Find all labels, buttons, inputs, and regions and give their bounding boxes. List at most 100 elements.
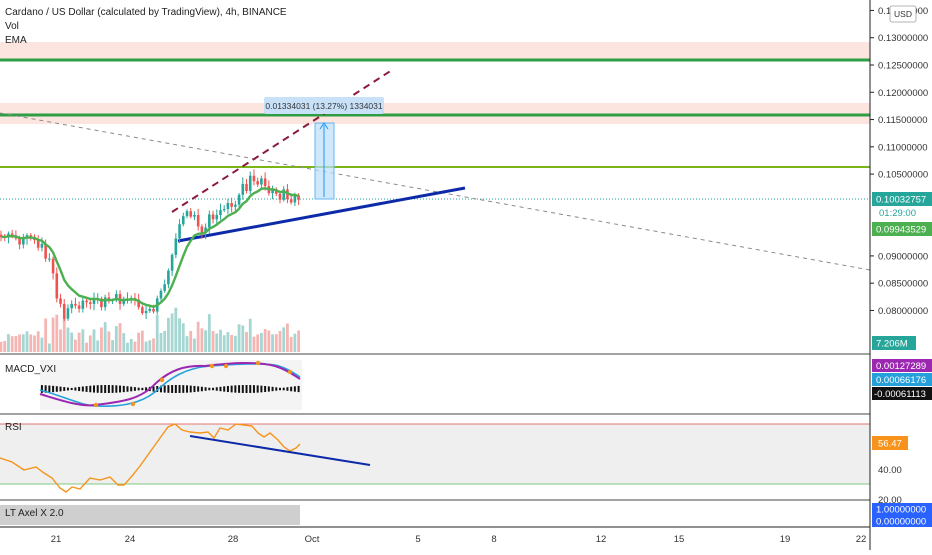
candle-body[interactable] [189, 211, 193, 217]
candle-body[interactable] [22, 238, 25, 245]
candle-body[interactable] [85, 300, 88, 303]
candle-body[interactable] [29, 235, 33, 237]
candle-body[interactable] [237, 194, 241, 205]
candle-body[interactable] [62, 303, 66, 319]
currency-badge[interactable] [889, 5, 917, 23]
macd-hist-bar [66, 387, 69, 391]
support-trendline[interactable] [177, 186, 466, 243]
candle-body[interactable] [81, 300, 85, 309]
indicator-ema-label[interactable]: EMA [5, 35, 27, 46]
candle-body[interactable] [260, 178, 263, 185]
candle-body[interactable] [274, 189, 278, 194]
volume-bar [215, 333, 219, 352]
volume-bar [14, 336, 18, 352]
volume-bar [36, 331, 40, 352]
candle-body[interactable] [92, 299, 96, 304]
price-pane[interactable]: 0.01334031 (13.27%) 1334031 [0, 42, 871, 352]
candle-body[interactable] [248, 175, 252, 191]
candle-body[interactable] [178, 224, 181, 239]
axel-pane[interactable]: LT Axel X 2.0 [0, 505, 300, 525]
candle-body[interactable] [271, 189, 274, 194]
macd-hist-bar [96, 385, 99, 393]
rsi-line[interactable] [0, 423, 301, 493]
time-axis[interactable]: 21 24 28 Oct 5 8 12 15 19 22 [51, 534, 867, 545]
candle-body[interactable] [204, 227, 207, 233]
candle-body[interactable] [163, 284, 166, 291]
candle-body[interactable] [208, 214, 211, 228]
macd-hist-bar [238, 385, 241, 393]
candle-body[interactable] [185, 211, 189, 217]
candle-body[interactable] [100, 298, 103, 308]
candle-body[interactable] [44, 243, 47, 259]
candle-body[interactable] [193, 215, 196, 217]
descending-trendline[interactable] [0, 112, 871, 271]
ascending-channel-line[interactable] [171, 69, 393, 213]
candle-body[interactable] [245, 183, 248, 191]
candle-body[interactable] [226, 203, 230, 209]
macd-cross-dot [159, 377, 165, 383]
candle-body[interactable] [122, 300, 126, 304]
candle-body[interactable] [152, 308, 155, 312]
candle-body[interactable] [55, 273, 59, 299]
candle-body[interactable] [200, 226, 204, 233]
volume-bars [0, 307, 300, 352]
candle-body[interactable] [137, 299, 140, 308]
candle-body[interactable] [103, 297, 107, 308]
macd-hist-bar [141, 387, 144, 391]
rsi-divergence-line[interactable] [189, 435, 371, 466]
candle-body[interactable] [219, 210, 222, 215]
candle-body[interactable] [66, 308, 70, 319]
macd-hist-bar [267, 386, 270, 392]
macd-tag-2 [872, 373, 932, 386]
ema-line[interactable] [0, 187, 299, 309]
rsi-pane[interactable]: RSI [0, 422, 870, 493]
macd-hist-bar [130, 386, 133, 392]
candle-body[interactable] [256, 181, 259, 185]
candle-body[interactable] [252, 175, 256, 182]
volume-bar [100, 327, 103, 352]
candle-body[interactable] [278, 193, 282, 200]
candle-body[interactable] [174, 238, 178, 255]
candle-body[interactable] [170, 254, 174, 271]
price-tick-label: 0.11500000 [878, 115, 928, 126]
candle-body[interactable] [70, 303, 73, 309]
macd-hist-bar [63, 387, 66, 391]
candle-body[interactable] [282, 189, 286, 200]
candle-body[interactable] [234, 204, 237, 207]
candle-body[interactable] [48, 258, 51, 260]
candle-body[interactable] [241, 183, 245, 195]
candle-body[interactable] [196, 215, 200, 227]
candle-body[interactable] [77, 305, 81, 309]
candle-body[interactable] [289, 199, 293, 203]
volume-bar [286, 323, 289, 352]
candle-body[interactable] [51, 258, 55, 274]
candle-body[interactable] [148, 308, 152, 311]
candle-body[interactable] [18, 238, 21, 245]
candle-body[interactable] [40, 243, 44, 248]
indicator-vol-label[interactable]: Vol [5, 21, 19, 32]
candle-body[interactable] [115, 294, 118, 301]
candle-body[interactable] [144, 311, 148, 314]
candle-body[interactable] [293, 195, 297, 203]
volume-bar [297, 330, 300, 352]
candle-body[interactable] [59, 298, 62, 304]
candle-body[interactable] [211, 214, 215, 220]
candle-body[interactable] [36, 240, 40, 248]
candle-body[interactable] [167, 270, 170, 285]
candle-body[interactable] [88, 302, 92, 304]
candle-body[interactable] [181, 216, 185, 225]
candle-body[interactable] [297, 195, 300, 200]
candle-body[interactable] [159, 290, 163, 299]
macd-pane[interactable]: MACD_VXI [5, 360, 302, 410]
candle-body[interactable] [230, 203, 233, 207]
candle-body[interactable] [215, 215, 219, 220]
candle-body[interactable] [10, 233, 14, 236]
macd-line[interactable] [39, 361, 301, 407]
candle-body[interactable] [222, 209, 226, 211]
candle-body[interactable] [263, 178, 267, 187]
candle-body[interactable] [74, 303, 77, 306]
candle-body[interactable] [141, 307, 144, 314]
volume-bar [204, 330, 207, 352]
